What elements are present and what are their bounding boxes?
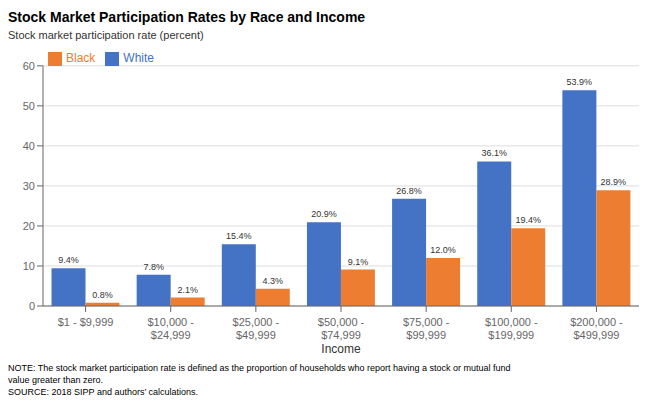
svg-text:2.1%: 2.1% bbox=[177, 285, 198, 295]
svg-text:$1 - $9,999: $1 - $9,999 bbox=[58, 316, 114, 328]
svg-text:12.0%: 12.0% bbox=[430, 245, 456, 255]
svg-text:4.3%: 4.3% bbox=[263, 276, 284, 286]
svg-text:Income: Income bbox=[321, 342, 361, 356]
svg-text:$75,000 -$99,999: $75,000 -$99,999 bbox=[403, 316, 450, 341]
svg-text:$50,000 -$74,999: $50,000 -$74,999 bbox=[318, 316, 365, 341]
svg-text:15.4%: 15.4% bbox=[226, 231, 252, 241]
svg-text:7.8%: 7.8% bbox=[143, 262, 164, 272]
svg-text:26.8%: 26.8% bbox=[396, 186, 422, 196]
svg-text:53.9%: 53.9% bbox=[567, 77, 593, 87]
svg-text:$100,000 -$199,999: $100,000 -$199,999 bbox=[485, 316, 538, 341]
html-text:Stock Market Participation Rat: Stock Market Participation Rates by Race… bbox=[8, 9, 366, 25]
html-text:White: White bbox=[123, 51, 154, 65]
svg-text:50: 50 bbox=[23, 100, 35, 112]
svg-text:28.9%: 28.9% bbox=[601, 177, 627, 187]
html-text:Stock market participation rat: Stock market participation rate (percent… bbox=[8, 29, 204, 41]
html-text:NOTE: The stock market partici: NOTE: The stock market participation rat… bbox=[8, 363, 511, 373]
svg-text:40: 40 bbox=[23, 140, 35, 152]
svg-text:0.8%: 0.8% bbox=[92, 290, 113, 300]
svg-text:$25,000 -$49,999: $25,000 -$49,999 bbox=[233, 316, 280, 341]
svg-text:36.1%: 36.1% bbox=[481, 148, 507, 158]
svg-text:9.1%: 9.1% bbox=[348, 257, 369, 267]
svg-text:30: 30 bbox=[23, 180, 35, 192]
html-text:SOURCE: 2018 SIPP and authors’: SOURCE: 2018 SIPP and authors’ calculati… bbox=[8, 387, 199, 397]
svg-text:9.4%: 9.4% bbox=[58, 255, 79, 265]
svg-text:19.4%: 19.4% bbox=[515, 215, 541, 225]
svg-text:20: 20 bbox=[23, 220, 35, 232]
svg-text:$10,000 -$24,999: $10,000 -$24,999 bbox=[147, 316, 194, 341]
svg-text:10: 10 bbox=[23, 260, 35, 272]
svg-text:$200,000 -$499,999: $200,000 -$499,999 bbox=[570, 316, 623, 341]
html-text:Black: Black bbox=[66, 51, 96, 65]
svg-text:20.9%: 20.9% bbox=[311, 209, 337, 219]
svg-text:0: 0 bbox=[29, 300, 35, 312]
html-text:value greater than zero.: value greater than zero. bbox=[8, 375, 104, 385]
svg-text:60: 60 bbox=[23, 60, 35, 72]
